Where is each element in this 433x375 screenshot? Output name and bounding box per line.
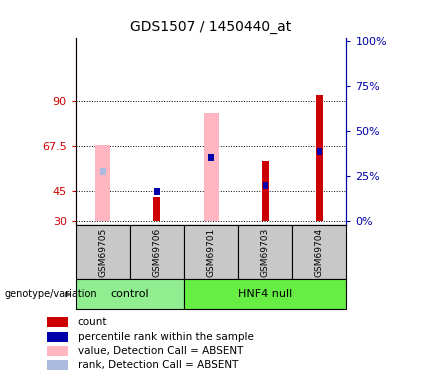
Bar: [95, 145, 110, 221]
Bar: [130, 225, 184, 279]
Text: GSM69705: GSM69705: [98, 228, 107, 277]
Bar: [262, 161, 269, 221]
Bar: [184, 225, 238, 279]
Text: percentile rank within the sample: percentile rank within the sample: [78, 332, 253, 342]
Bar: [47, 332, 68, 342]
Text: GSM69703: GSM69703: [261, 228, 270, 277]
Text: GSM69701: GSM69701: [207, 228, 216, 277]
Text: GSM69704: GSM69704: [315, 228, 324, 277]
Text: GSM69706: GSM69706: [152, 228, 162, 277]
Title: GDS1507 / 1450440_at: GDS1507 / 1450440_at: [130, 20, 292, 34]
Bar: [292, 225, 346, 279]
Bar: [47, 346, 68, 356]
Text: value, Detection Call = ABSENT: value, Detection Call = ABSENT: [78, 346, 243, 356]
Bar: [47, 360, 68, 370]
Bar: [316, 95, 323, 221]
Bar: [208, 154, 214, 161]
Bar: [100, 168, 106, 175]
Text: rank, Detection Call = ABSENT: rank, Detection Call = ABSENT: [78, 360, 238, 370]
Bar: [317, 148, 322, 155]
Bar: [153, 197, 161, 221]
Bar: [204, 113, 219, 221]
Text: genotype/variation: genotype/variation: [4, 290, 97, 299]
Text: control: control: [110, 290, 149, 299]
Bar: [184, 279, 346, 309]
Bar: [238, 225, 292, 279]
Text: count: count: [78, 317, 107, 327]
Bar: [76, 279, 184, 309]
Text: HNF4 null: HNF4 null: [238, 290, 292, 299]
Bar: [76, 225, 130, 279]
Bar: [47, 318, 68, 327]
Bar: [154, 188, 160, 195]
Bar: [262, 182, 268, 189]
